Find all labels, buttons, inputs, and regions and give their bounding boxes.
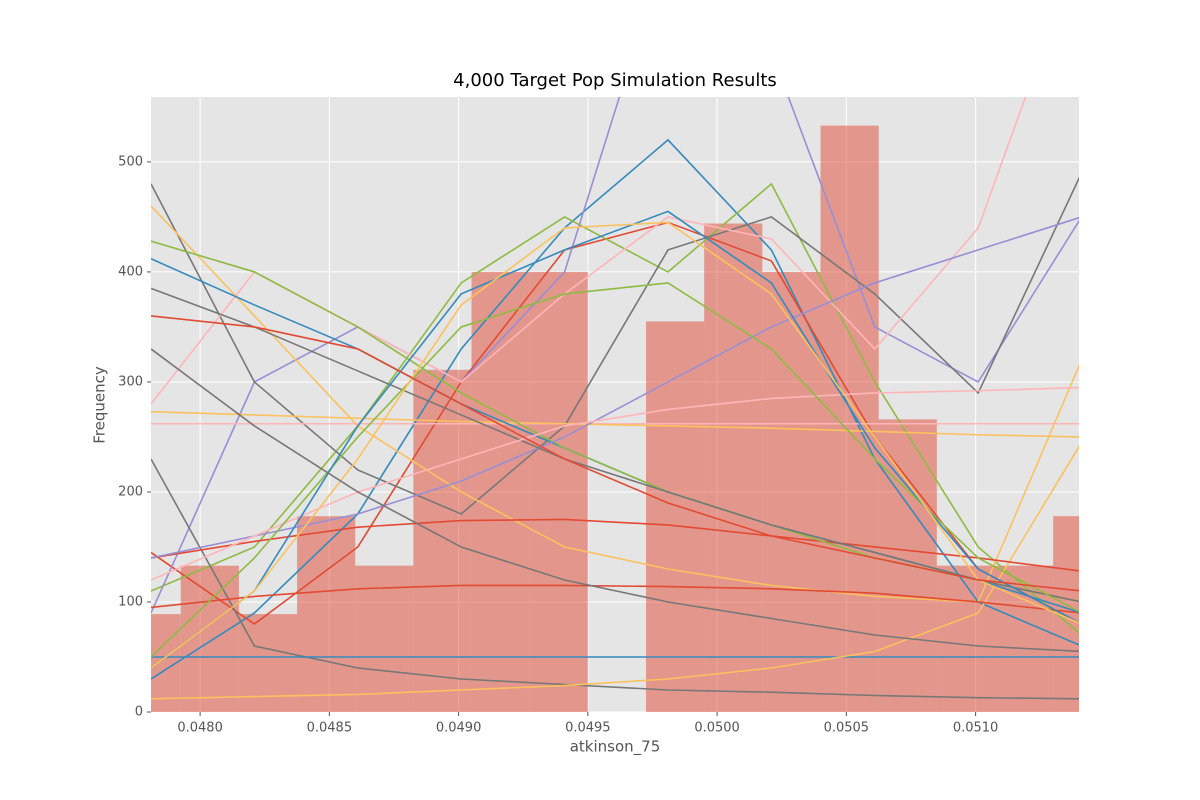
y-tick-label: 500: [118, 154, 143, 169]
fit-line: [151, 584, 1079, 614]
fit-line: [151, 445, 1079, 700]
chart-title: 4,000 Target Pop Simulation Results: [453, 70, 777, 91]
y-axis-label: Frequency: [91, 366, 109, 444]
fit-line: [151, 518, 1079, 572]
x-tick-label: 0.0505: [824, 721, 870, 736]
fit-line: [151, 138, 1079, 680]
bars: [151, 125, 1079, 712]
histogram-bar: [820, 125, 879, 712]
fit-line: [151, 287, 1079, 603]
fit-line: [151, 410, 1079, 438]
axes: 0 100 200 300 400 500 0.0480 0.0485 0.0490 0.0495…: [118, 154, 998, 735]
histogram-bar: [297, 516, 356, 712]
y-tick-label: 400: [118, 264, 143, 279]
y-tick-label: 200: [118, 484, 143, 499]
fit-line: [151, 348, 1079, 653]
y-tick-label: 300: [118, 374, 143, 389]
histogram-bar: [471, 271, 530, 712]
histogram-bar: [762, 271, 821, 712]
fit-line: [151, 221, 1079, 669]
histogram-bar: [355, 565, 414, 712]
histogram-bar: [151, 614, 181, 712]
x-axis-label: atkinson_75: [570, 738, 661, 757]
lines: [151, 97, 1079, 700]
fit-line: [151, 176, 1079, 515]
x-tick-label: 0.0480: [177, 721, 223, 736]
histogram-bar: [529, 271, 588, 712]
histogram-bar: [704, 223, 763, 712]
histogram-bar: [646, 321, 705, 712]
fit-line: [151, 97, 1079, 614]
histogram-bar: [413, 369, 472, 712]
x-tick-label: 0.0490: [436, 721, 482, 736]
fit-line: [151, 315, 1079, 592]
y-tick-label: 0: [135, 705, 143, 720]
fit-line: [151, 205, 1079, 603]
x-tick-label: 0.0495: [565, 721, 611, 736]
fit-line: [151, 221, 1079, 625]
histogram-bar: [936, 565, 995, 712]
y-tick-label: 100: [118, 594, 143, 609]
x-tick-label: 0.0510: [953, 721, 999, 736]
fit-line: [151, 386, 1079, 581]
fit-line: [151, 182, 1079, 634]
x-tick-label: 0.0500: [694, 721, 740, 736]
x-tick-label: 0.0485: [307, 721, 353, 736]
